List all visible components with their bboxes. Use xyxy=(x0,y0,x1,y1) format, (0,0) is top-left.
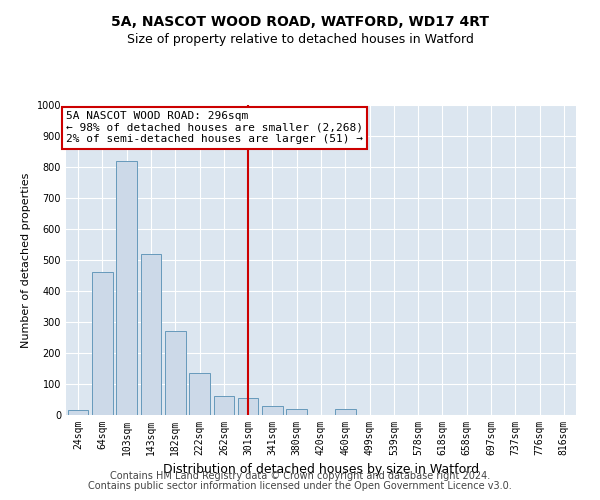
Bar xyxy=(214,396,234,415)
Bar xyxy=(189,373,210,415)
Text: 5A NASCOT WOOD ROAD: 296sqm
← 98% of detached houses are smaller (2,268)
2% of s: 5A NASCOT WOOD ROAD: 296sqm ← 98% of det… xyxy=(66,111,363,144)
Bar xyxy=(238,398,259,415)
X-axis label: Distribution of detached houses by size in Watford: Distribution of detached houses by size … xyxy=(163,464,479,476)
Text: Size of property relative to detached houses in Watford: Size of property relative to detached ho… xyxy=(127,32,473,46)
Bar xyxy=(286,409,307,415)
Bar xyxy=(140,254,161,415)
Text: Contains public sector information licensed under the Open Government Licence v3: Contains public sector information licen… xyxy=(88,481,512,491)
Bar xyxy=(68,410,88,415)
Text: 5A, NASCOT WOOD ROAD, WATFORD, WD17 4RT: 5A, NASCOT WOOD ROAD, WATFORD, WD17 4RT xyxy=(111,15,489,29)
Bar xyxy=(92,272,113,415)
Bar xyxy=(165,332,185,415)
Text: Contains HM Land Registry data © Crown copyright and database right 2024.: Contains HM Land Registry data © Crown c… xyxy=(110,471,490,481)
Bar xyxy=(262,406,283,415)
Y-axis label: Number of detached properties: Number of detached properties xyxy=(21,172,31,348)
Bar xyxy=(116,161,137,415)
Bar xyxy=(335,409,356,415)
